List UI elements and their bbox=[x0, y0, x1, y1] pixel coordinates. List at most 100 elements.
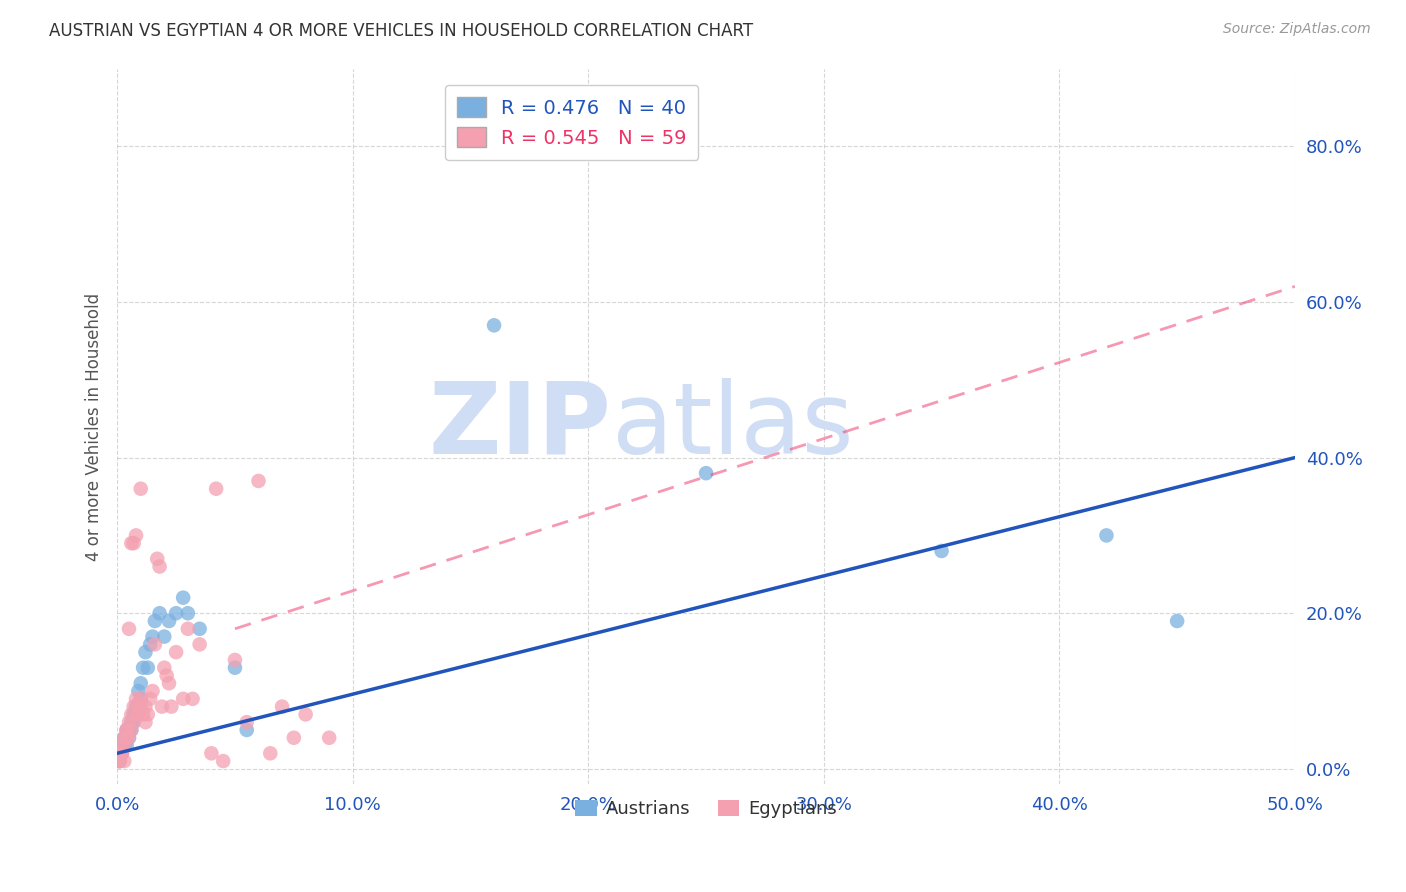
Point bbox=[108, 754, 131, 768]
Point bbox=[143, 637, 166, 651]
Point bbox=[118, 715, 141, 730]
Point bbox=[115, 723, 138, 737]
Text: AUSTRIAN VS EGYPTIAN 4 OR MORE VEHICLES IN HOUSEHOLD CORRELATION CHART: AUSTRIAN VS EGYPTIAN 4 OR MORE VEHICLES … bbox=[49, 22, 754, 40]
Point bbox=[156, 668, 179, 682]
Point bbox=[235, 723, 257, 737]
Point bbox=[111, 739, 134, 753]
Point bbox=[259, 747, 281, 761]
Point bbox=[134, 715, 156, 730]
Point bbox=[127, 684, 149, 698]
Point bbox=[1166, 614, 1188, 628]
Text: atlas: atlas bbox=[612, 378, 853, 475]
Point bbox=[125, 691, 148, 706]
Point bbox=[224, 661, 246, 675]
Point bbox=[125, 707, 148, 722]
Point bbox=[125, 528, 148, 542]
Y-axis label: 4 or more Vehicles in Household: 4 or more Vehicles in Household bbox=[86, 293, 103, 560]
Point bbox=[122, 715, 145, 730]
Point bbox=[136, 707, 159, 722]
Point bbox=[125, 707, 148, 722]
Point bbox=[115, 739, 138, 753]
Point bbox=[118, 731, 141, 745]
Point bbox=[165, 606, 187, 620]
Point bbox=[146, 551, 169, 566]
Point bbox=[1095, 528, 1118, 542]
Point bbox=[122, 715, 145, 730]
Point bbox=[120, 715, 142, 730]
Text: ZIP: ZIP bbox=[429, 378, 612, 475]
Point bbox=[141, 630, 163, 644]
Point bbox=[108, 754, 131, 768]
Point bbox=[127, 699, 149, 714]
Point bbox=[157, 676, 180, 690]
Point bbox=[212, 754, 235, 768]
Point bbox=[132, 661, 155, 675]
Point bbox=[120, 723, 142, 737]
Point bbox=[134, 699, 156, 714]
Point bbox=[318, 731, 340, 745]
Point bbox=[143, 614, 166, 628]
Point bbox=[160, 699, 183, 714]
Point bbox=[136, 661, 159, 675]
Point bbox=[120, 723, 142, 737]
Legend: Austrians, Egyptians: Austrians, Egyptians bbox=[568, 793, 844, 825]
Point bbox=[235, 715, 257, 730]
Point bbox=[127, 707, 149, 722]
Point bbox=[125, 699, 148, 714]
Point bbox=[118, 731, 141, 745]
Point bbox=[134, 645, 156, 659]
Point bbox=[172, 691, 194, 706]
Point bbox=[127, 699, 149, 714]
Point bbox=[111, 747, 134, 761]
Point bbox=[931, 544, 953, 558]
Point bbox=[165, 645, 187, 659]
Point bbox=[111, 747, 134, 761]
Point bbox=[139, 637, 162, 651]
Point bbox=[294, 707, 316, 722]
Point bbox=[283, 731, 305, 745]
Point bbox=[200, 747, 222, 761]
Point bbox=[108, 747, 131, 761]
Point bbox=[188, 637, 211, 651]
Point bbox=[153, 661, 176, 675]
Point bbox=[153, 630, 176, 644]
Point bbox=[157, 614, 180, 628]
Point bbox=[118, 723, 141, 737]
Point bbox=[271, 699, 294, 714]
Point bbox=[129, 699, 152, 714]
Point bbox=[129, 691, 152, 706]
Point bbox=[247, 474, 270, 488]
Point bbox=[205, 482, 228, 496]
Point bbox=[172, 591, 194, 605]
Point bbox=[129, 482, 152, 496]
Point bbox=[188, 622, 211, 636]
Point bbox=[482, 318, 505, 333]
Point bbox=[112, 754, 135, 768]
Point bbox=[139, 691, 162, 706]
Point bbox=[149, 559, 172, 574]
Point bbox=[122, 707, 145, 722]
Point bbox=[111, 739, 134, 753]
Point bbox=[115, 723, 138, 737]
Point bbox=[695, 466, 717, 480]
Text: Source: ZipAtlas.com: Source: ZipAtlas.com bbox=[1223, 22, 1371, 37]
Point bbox=[118, 622, 141, 636]
Point bbox=[112, 739, 135, 753]
Point bbox=[181, 691, 204, 706]
Point bbox=[132, 707, 155, 722]
Point bbox=[141, 684, 163, 698]
Point bbox=[108, 754, 131, 768]
Point bbox=[177, 622, 200, 636]
Point bbox=[112, 739, 135, 753]
Point bbox=[111, 747, 134, 761]
Point bbox=[129, 691, 152, 706]
Point bbox=[120, 536, 142, 550]
Point bbox=[108, 747, 131, 761]
Point bbox=[115, 731, 138, 745]
Point bbox=[122, 536, 145, 550]
Point bbox=[177, 606, 200, 620]
Point bbox=[129, 676, 152, 690]
Point bbox=[120, 707, 142, 722]
Point bbox=[150, 699, 173, 714]
Point bbox=[149, 606, 172, 620]
